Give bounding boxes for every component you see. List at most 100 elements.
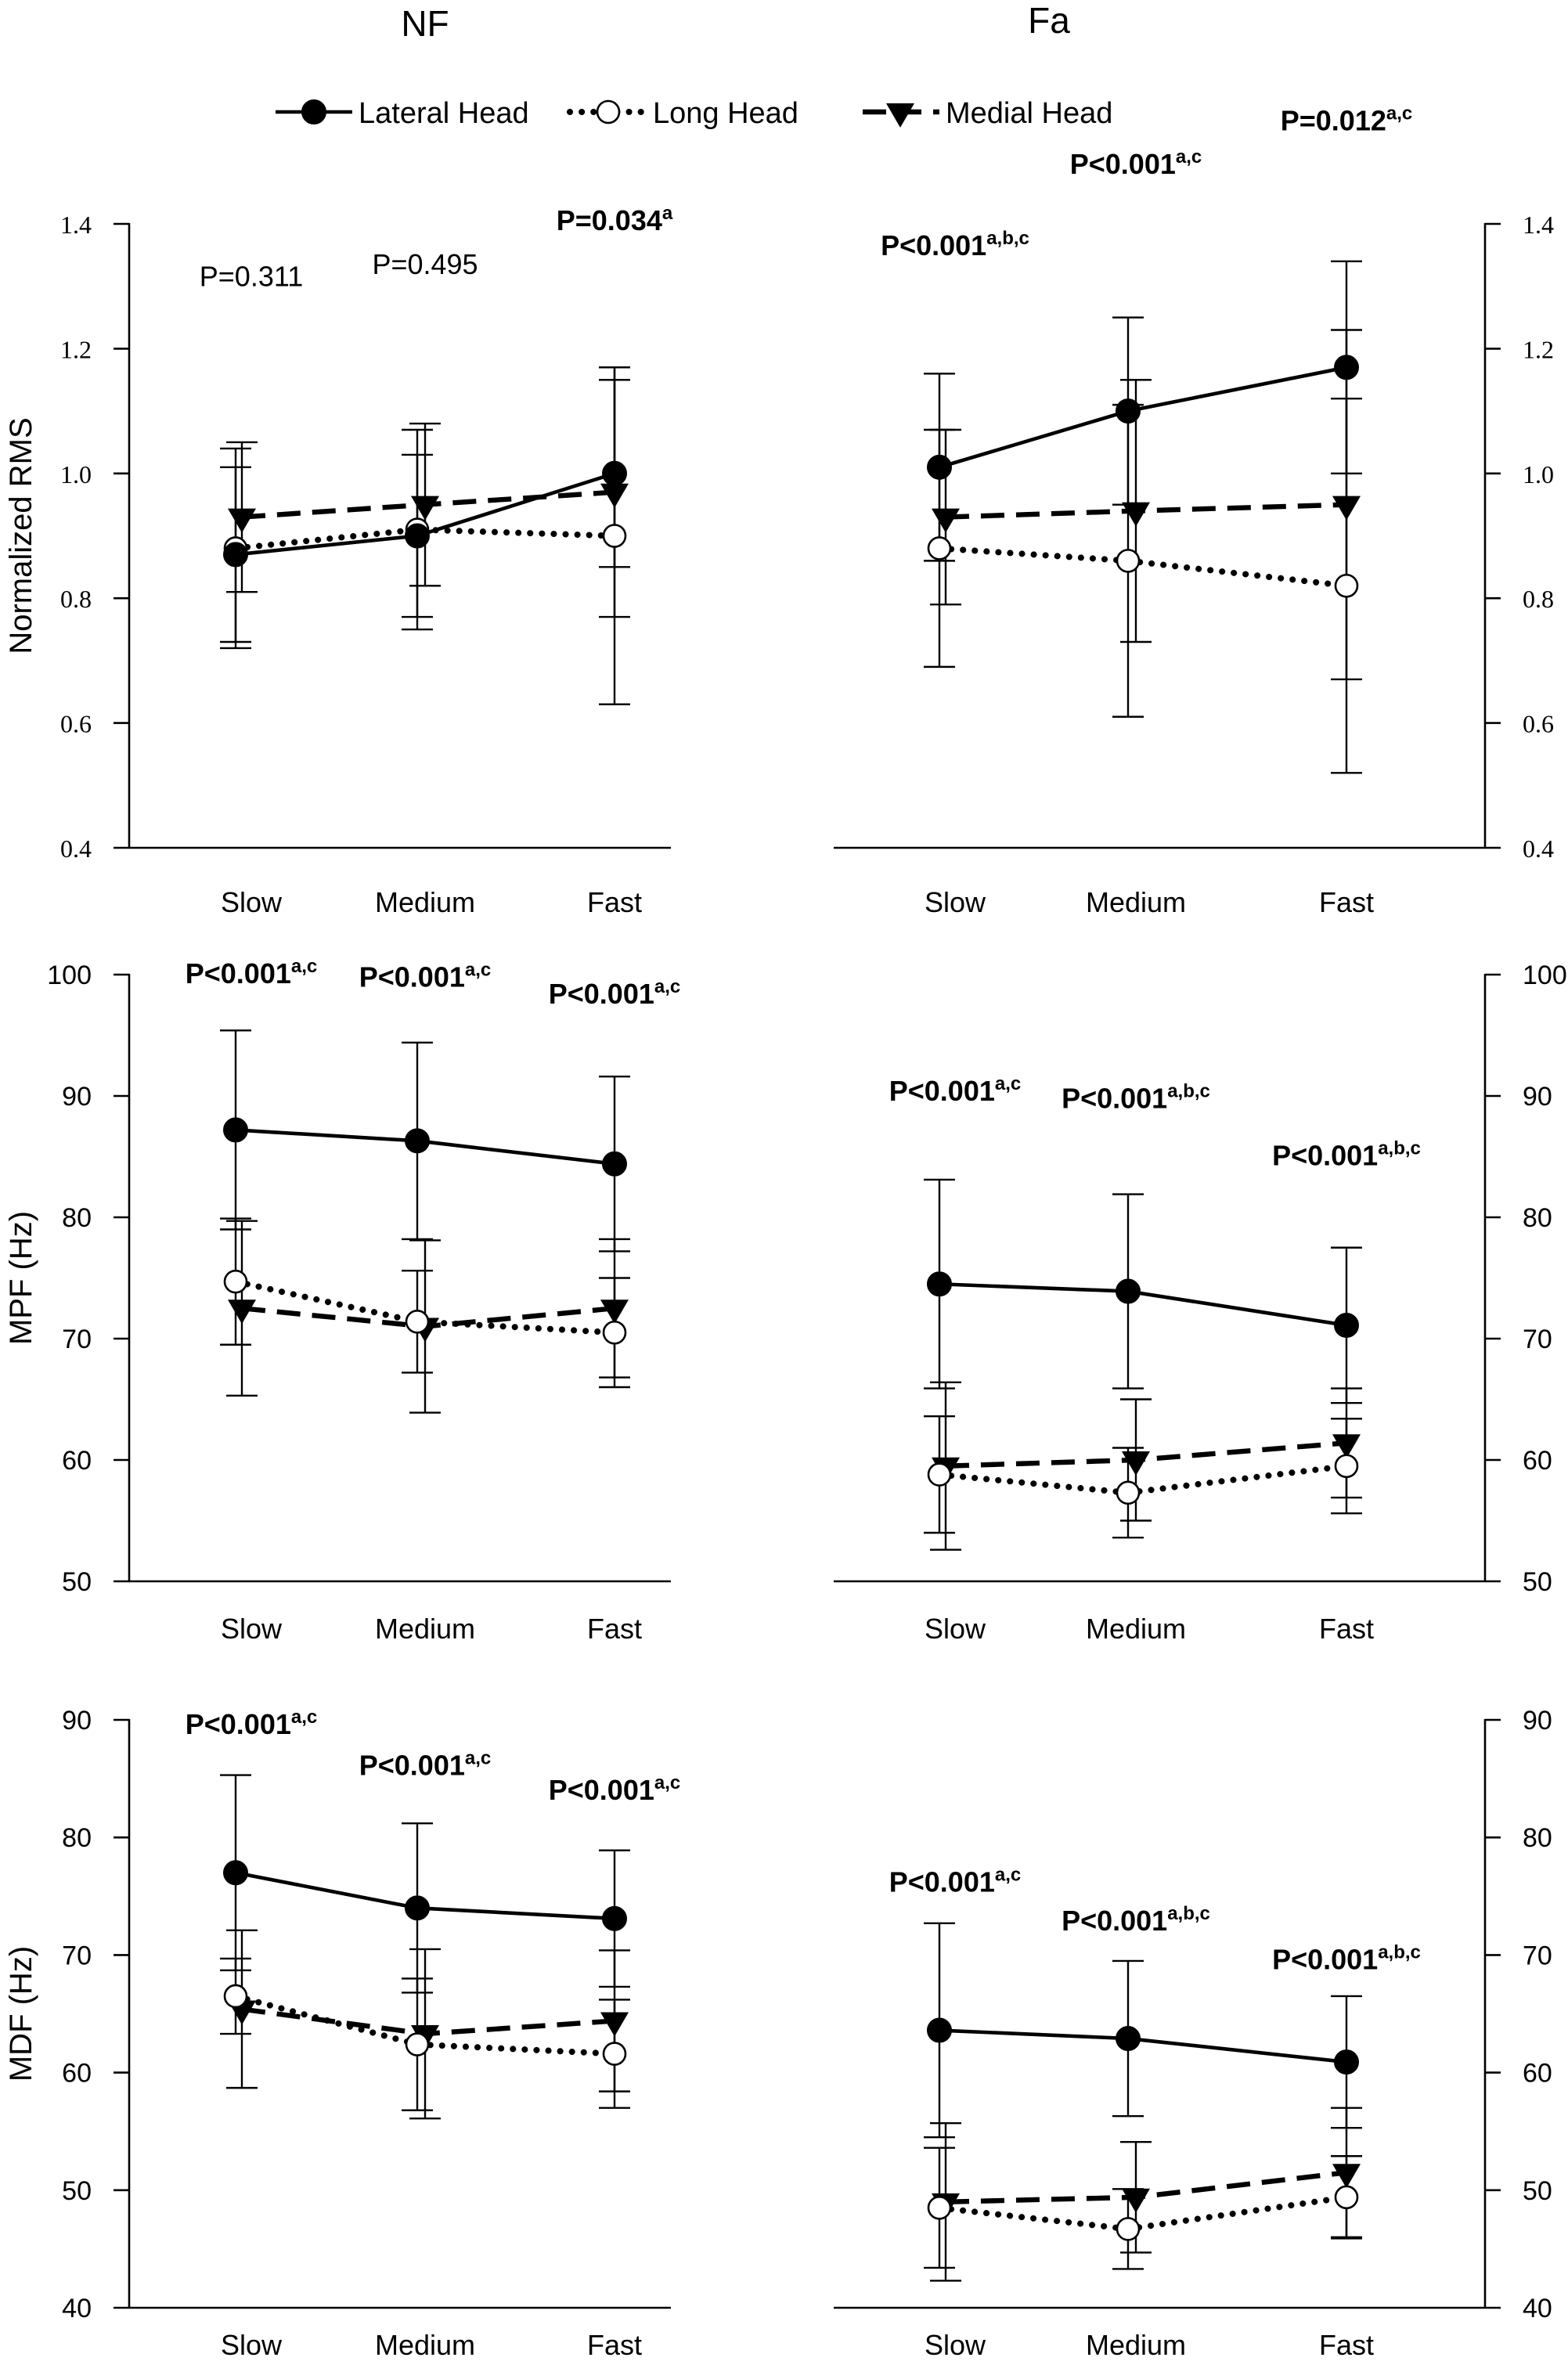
data-point-long-head <box>602 1320 627 1345</box>
p-value-text: P<0.001 <box>1062 1083 1167 1115</box>
y-tick-label: 50 <box>1523 2176 1552 2206</box>
data-point-long-head <box>602 524 627 548</box>
category-label-fast: Fast <box>587 1613 642 1645</box>
p-value-text: P<0.001 <box>186 957 291 989</box>
category-label-fast: Fast <box>587 2329 642 2361</box>
data-point-medial-head <box>1332 2164 1361 2189</box>
data-point-lateral-head <box>927 454 952 480</box>
p-value-text: P<0.001 <box>1272 1139 1378 1171</box>
p-value-text: P=0.495 <box>372 248 478 280</box>
data-point-medial-head <box>600 2012 629 2037</box>
series-line-long-head <box>936 1462 1350 1496</box>
category-label-medium: Medium <box>375 886 475 918</box>
data-point-long-head <box>223 1269 248 1294</box>
category-label-fast: Fast <box>1319 886 1374 918</box>
p-value-superscript: a,b,c <box>1167 1903 1210 1924</box>
p-value-text: P<0.001 <box>889 1075 995 1107</box>
y-tick-label: 0.6 <box>1523 710 1554 738</box>
data-point-medial-head <box>1122 502 1150 527</box>
data-point-long-head <box>1334 1454 1359 1479</box>
p-value-annotation: P<0.001a,b,c <box>1272 1941 1421 1975</box>
series-line-lateral-head <box>939 2028 1347 2064</box>
p-value-annotation: P=0.012a,c <box>1281 103 1413 136</box>
data-point-lateral-head <box>223 1860 248 1886</box>
category-label-medium: Medium <box>1086 2329 1186 2361</box>
data-point-medial-head <box>1332 1434 1361 1459</box>
y-tick-label: 60 <box>1523 2059 1552 2089</box>
legend-marker-medial-head <box>886 103 914 128</box>
data-point-long-head <box>1116 549 1141 573</box>
p-value-annotation: P<0.001a,c <box>549 976 681 1010</box>
p-value-text: P=0.012 <box>1281 104 1386 136</box>
y-tick-label: 90 <box>62 1082 92 1112</box>
p-value-annotation: P<0.001a,c <box>359 960 492 993</box>
p-value-annotation: P<0.001a,c <box>549 1772 681 1806</box>
data-point-lateral-head <box>1334 355 1359 380</box>
p-value-text: P<0.001 <box>359 961 465 993</box>
p-value-superscript: a,b,c <box>1378 1137 1421 1159</box>
data-point-long-head <box>223 1984 248 2009</box>
p-value-superscript: a,c <box>1176 146 1202 168</box>
p-value-annotation: P<0.001a,c <box>186 956 318 989</box>
data-point-medial-head <box>411 496 439 521</box>
legend-label-medial-head: Medial Head <box>946 97 1112 130</box>
y-tick-label: 1.4 <box>60 211 92 239</box>
series-line-lateral-head <box>939 366 1347 470</box>
p-value-text: P<0.001 <box>889 1865 995 1898</box>
category-label-medium: Medium <box>375 2329 475 2361</box>
p-value-superscript: a,c <box>1386 103 1412 124</box>
data-point-long-head <box>927 2196 952 2220</box>
data-point-long-head <box>1334 573 1359 598</box>
y-tick-label: 50 <box>62 1567 92 1597</box>
data-point-lateral-head <box>1334 1312 1359 1338</box>
p-value-superscript: a,b,c <box>1167 1081 1210 1102</box>
category-label-slow: Slow <box>925 1613 986 1645</box>
category-label-fast: Fast <box>1319 2329 1374 2361</box>
data-point-lateral-head <box>405 1895 430 1921</box>
y-tick-label: 0.6 <box>60 710 92 738</box>
legend-marker-lateral-head <box>301 99 326 124</box>
p-value-text: P<0.001 <box>549 978 654 1010</box>
data-point-medial-head <box>1332 496 1361 521</box>
data-point-medial-head <box>228 1299 256 1325</box>
data-point-lateral-head <box>223 1117 248 1143</box>
p-value-superscript: a,c <box>654 976 680 997</box>
category-label-slow: Slow <box>925 886 986 918</box>
p-value-superscript: a,c <box>291 956 317 977</box>
y-tick-label: 1.2 <box>60 335 92 363</box>
y-tick-label: 50 <box>62 2176 92 2206</box>
y-tick-label: 100 <box>47 961 92 990</box>
p-value-text: P<0.001 <box>1272 1943 1378 1975</box>
p-value-superscript: a,b,c <box>1378 1941 1421 1963</box>
heading-left: NF <box>401 3 449 44</box>
data-point-medial-head <box>600 483 629 508</box>
y-tick-label: 90 <box>1523 1706 1552 1736</box>
p-value-annotation: P=0.311 <box>200 261 303 293</box>
category-label-fast: Fast <box>587 886 642 918</box>
p-value-annotation: P<0.001a,c <box>359 1748 492 1782</box>
category-label-slow: Slow <box>221 1613 283 1645</box>
legend: Lateral Head Long Head Medial Head <box>276 97 1112 130</box>
p-value-text: P<0.001 <box>1070 148 1176 180</box>
data-point-lateral-head <box>927 1271 952 1297</box>
y-tick-label: 70 <box>1523 1941 1552 1970</box>
heading-right: Fa <box>1028 0 1070 41</box>
y-tick-label: 1.0 <box>1523 460 1554 488</box>
legend-marker-long-head <box>596 99 621 124</box>
data-point-long-head <box>1334 2185 1359 2210</box>
p-value-text: P<0.001 <box>359 1750 465 1782</box>
category-label-medium: Medium <box>1086 886 1186 918</box>
data-point-lateral-head <box>1116 398 1141 424</box>
data-point-lateral-head <box>1116 2026 1141 2052</box>
y-tick-label: 50 <box>1523 1567 1552 1597</box>
data-point-long-head <box>1116 1480 1141 1505</box>
y-tick-label: 60 <box>62 2059 92 2089</box>
p-value-text: P=0.034 <box>557 204 662 236</box>
data-point-medial-head <box>932 508 960 533</box>
y-tick-label: 90 <box>62 1706 92 1736</box>
y-tick-label: 0.8 <box>60 585 92 613</box>
y-tick-label: 80 <box>62 1203 92 1233</box>
